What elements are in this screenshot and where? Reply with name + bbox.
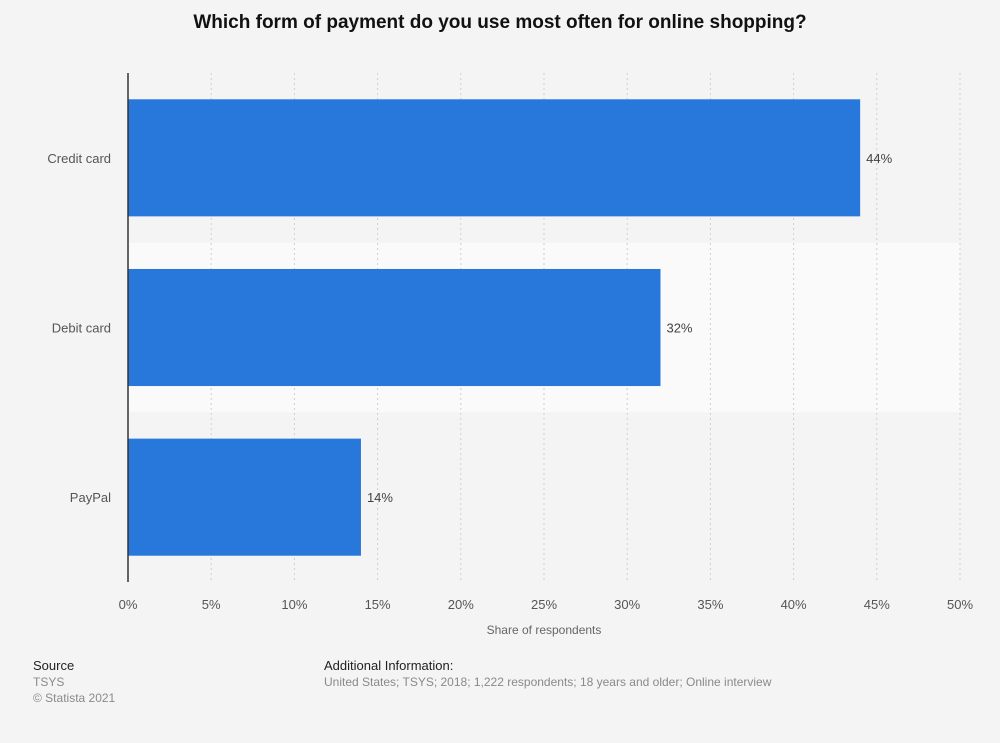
bar-chart: 0% 5% 10% 15% 20% 25% 30% 35% 40% 45% 50% Credit c… <box>47 73 973 637</box>
x-tick-label: 30% <box>614 597 640 612</box>
value-label: 14% <box>367 490 393 505</box>
value-label: 32% <box>666 321 692 336</box>
copyright-text: © Statista 2021 <box>33 691 116 705</box>
category-label: Debit card <box>52 321 111 336</box>
bar[interactable] <box>128 438 361 556</box>
source-name[interactable]: TSYS <box>33 675 65 689</box>
x-tick-label: 25% <box>531 597 557 612</box>
x-tick-label: 5% <box>202 597 221 612</box>
x-tick-label: 35% <box>697 597 723 612</box>
x-tick-label: 15% <box>365 597 391 612</box>
x-tick-label: 10% <box>281 597 307 612</box>
source-label: Source <box>33 658 75 673</box>
bar[interactable] <box>128 268 661 387</box>
additional-info-text: United States; TSYS; 2018; 1,222 respond… <box>324 675 772 689</box>
bar[interactable] <box>128 99 861 217</box>
category-label: PayPal <box>70 490 111 505</box>
chart-title: Which form of payment do you use most of… <box>193 12 807 33</box>
x-tick-label: 50% <box>947 597 973 612</box>
x-tick-label: 45% <box>864 597 890 612</box>
value-label: 44% <box>866 151 892 166</box>
category-label: Credit card <box>47 151 111 166</box>
x-tick-label: 40% <box>781 597 807 612</box>
additional-info-label: Additional Information: <box>324 658 454 673</box>
x-tick-label: 20% <box>448 597 474 612</box>
x-tick-label: 0% <box>119 597 138 612</box>
x-axis-label: Share of respondents <box>487 623 602 637</box>
